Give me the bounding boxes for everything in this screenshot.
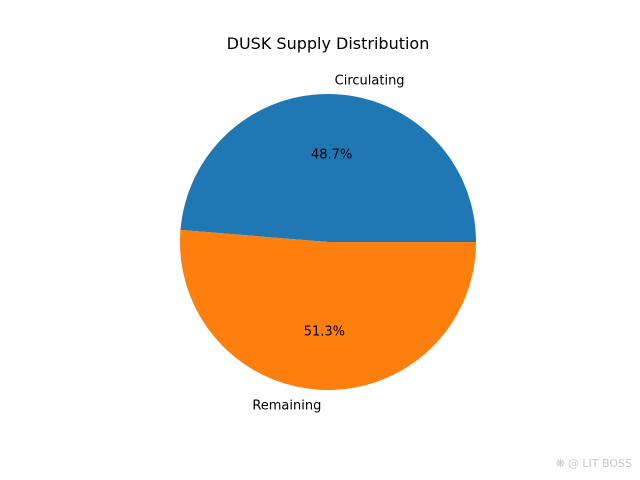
watermark: ❋ @ LIT BOSS [556,457,632,470]
leaf-logo-icon: ❋ [555,457,565,470]
slice-label-remaining: Remaining [252,399,321,414]
slice-label-circulating: Circulating [335,73,405,88]
pie-slice-remaining [180,229,476,390]
watermark-text: @ LIT BOSS [567,457,632,470]
percent-label-circulating: 48.7% [311,147,352,162]
pie-labels: Circulating 48.7% Remaining 51.3% [252,73,404,413]
chart-title: DUSK Supply Distribution [227,34,430,53]
percent-label-remaining: 51.3% [304,325,345,340]
pie-slices [180,93,476,390]
pie-slice-circulating [180,93,476,242]
